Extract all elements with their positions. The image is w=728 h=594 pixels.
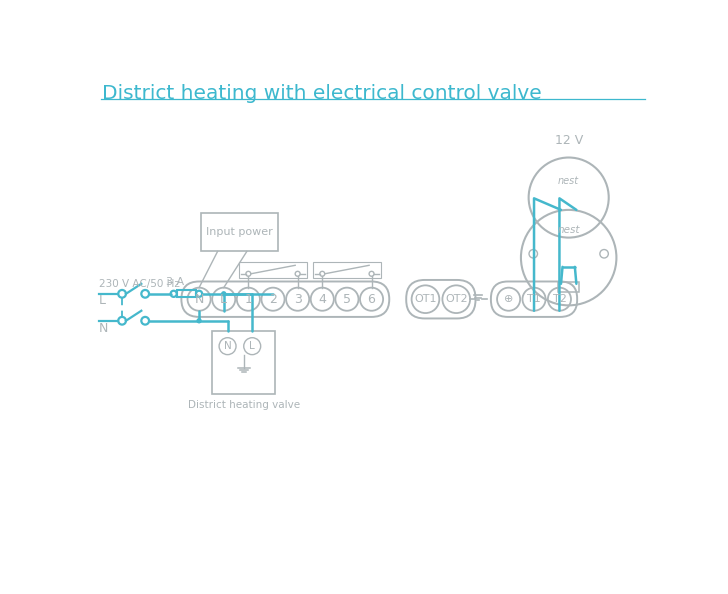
Text: District heating valve: District heating valve: [188, 400, 300, 410]
Text: N: N: [194, 293, 204, 306]
Circle shape: [197, 318, 202, 324]
Bar: [177, 290, 196, 297]
Text: 2: 2: [269, 293, 277, 306]
Text: 230 V AC/50 Hz: 230 V AC/50 Hz: [99, 279, 180, 289]
Text: T1: T1: [527, 294, 541, 304]
Bar: [212, 331, 275, 394]
Text: T2: T2: [553, 294, 566, 304]
Text: L: L: [99, 294, 106, 307]
Text: 6: 6: [368, 293, 376, 306]
Text: 3: 3: [293, 293, 301, 306]
Text: 5: 5: [343, 293, 351, 306]
Text: nest: nest: [558, 225, 580, 235]
Text: 12 V: 12 V: [555, 134, 583, 147]
Text: ⊕: ⊕: [504, 294, 513, 304]
Text: 4: 4: [318, 293, 326, 306]
Text: nest: nest: [558, 176, 579, 185]
Circle shape: [221, 291, 226, 296]
Text: N: N: [99, 321, 108, 334]
Text: OT1: OT1: [414, 294, 437, 304]
Text: L: L: [249, 341, 255, 351]
Text: District heating with electrical control valve: District heating with electrical control…: [102, 84, 542, 103]
Bar: [313, 262, 381, 277]
Text: 3 A: 3 A: [166, 277, 184, 286]
Text: Input power: Input power: [206, 228, 272, 237]
Text: L: L: [221, 293, 227, 306]
Text: 1: 1: [245, 293, 253, 306]
Text: OT2: OT2: [445, 294, 467, 304]
Bar: [558, 282, 579, 292]
Text: N: N: [223, 341, 232, 351]
Bar: [201, 213, 277, 251]
Bar: [239, 262, 307, 277]
